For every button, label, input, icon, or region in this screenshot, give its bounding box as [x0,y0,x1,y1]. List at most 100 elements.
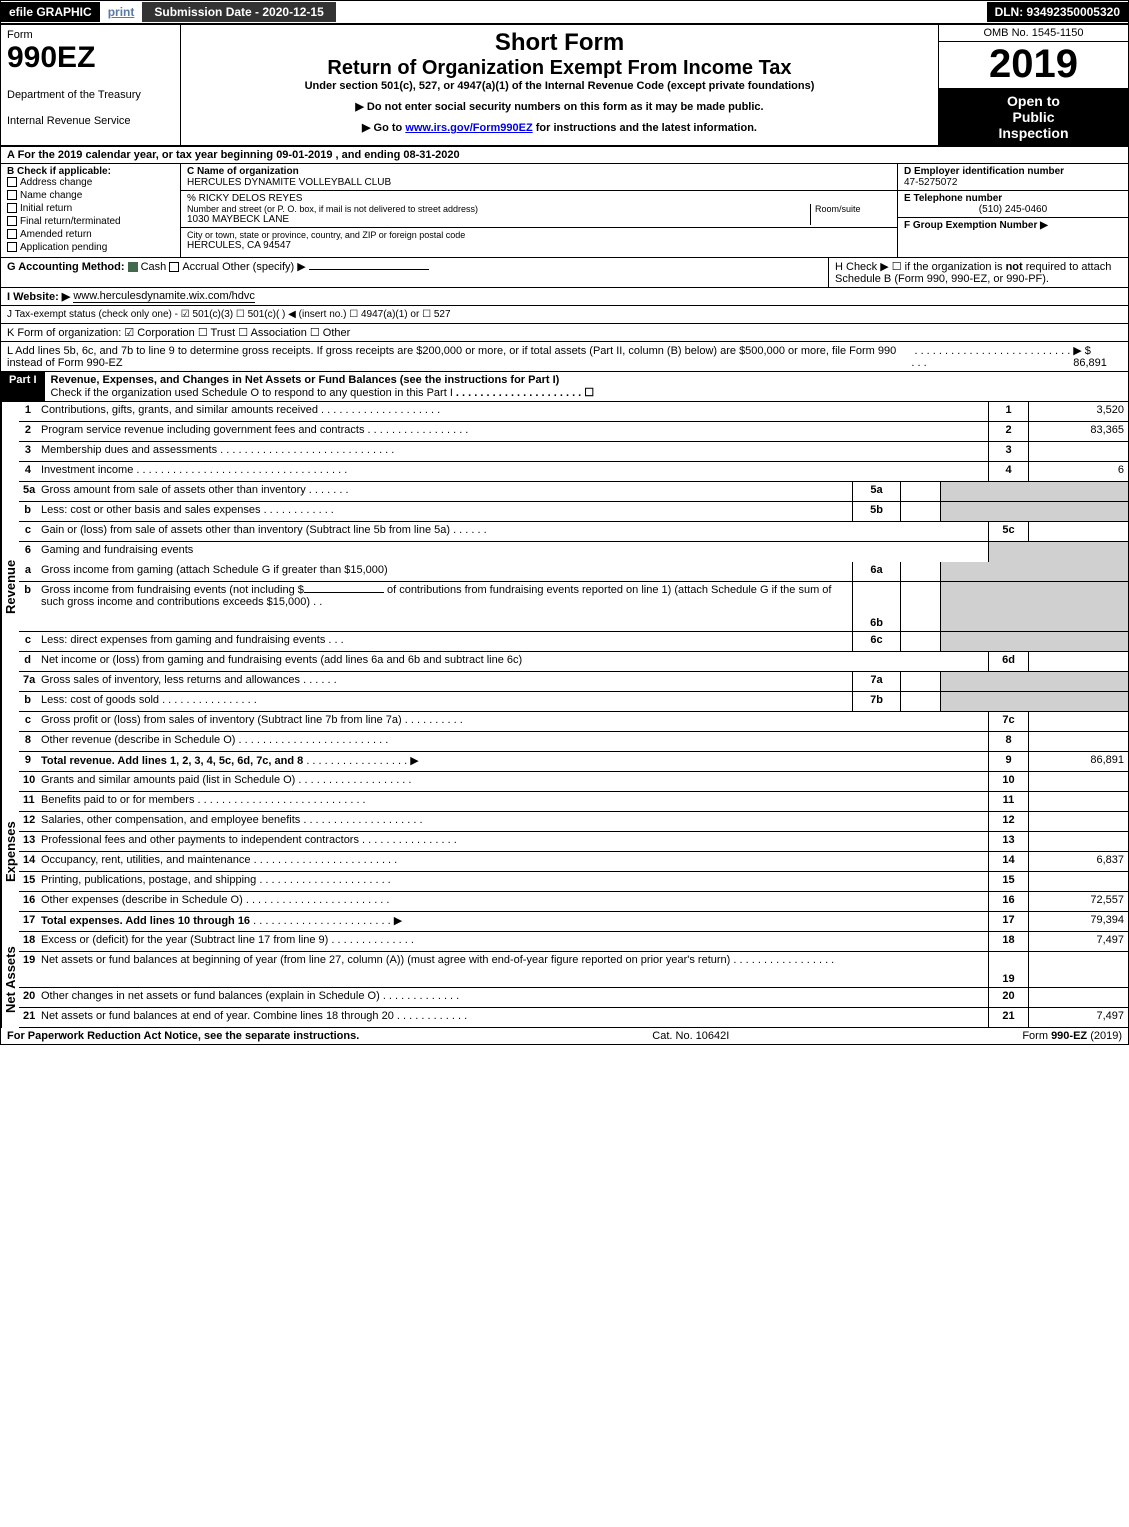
line-7c-desc: Gross profit or (loss) from sales of inv… [37,712,988,732]
line-6c-subnum: 6c [852,632,900,652]
line-10-desc: Grants and similar amounts paid (list in… [37,772,988,792]
header-right: OMB No. 1545-1150 2019 Open to Public In… [938,25,1128,145]
line-6c-subval [900,632,940,652]
line-20-num: 20 [988,988,1028,1008]
topbar: efile GRAPHIC print Submission Date - 20… [1,1,1128,25]
line-7c-rn: c [19,712,37,732]
line-5a-rn: 5a [19,482,37,502]
line-14-val: 6,837 [1028,852,1128,872]
line-17-num: 17 [988,912,1028,932]
chk-final-return[interactable]: Final return/terminated [7,216,174,227]
net-assets-table: 18 Excess or (deficit) for the year (Sub… [19,932,1128,1028]
chk-initial-return[interactable]: Initial return [7,203,174,214]
line-5c-val [1028,522,1128,542]
line-5c-num: 5c [988,522,1028,542]
line-18-desc: Excess or (deficit) for the year (Subtra… [37,932,988,952]
other-specify-input[interactable] [309,269,429,270]
line-6c-desc: Less: direct expenses from gaming and fu… [37,632,852,652]
line-7c-num: 7c [988,712,1028,732]
line-9-desc: Total revenue. Add lines 1, 2, 3, 4, 5c,… [37,752,988,772]
footer-form: Form 990-EZ (2019) [1022,1030,1122,1042]
print-link[interactable]: print [100,2,143,22]
street-row: % RICKY DELOS REYES Number and street (o… [181,191,897,228]
goto-link[interactable]: www.irs.gov/Form990EZ [405,122,532,134]
line-4-val: 6 [1028,462,1128,482]
line-5b-desc: Less: cost or other basis and sales expe… [37,502,852,522]
chk-application-pending[interactable]: Application pending [7,242,174,253]
open-line-3: Inspection [943,125,1124,141]
subtitle-under-section: Under section 501(c), 527, or 4947(a)(1)… [185,80,934,92]
chk-cash[interactable] [128,262,138,272]
footer-left: For Paperwork Reduction Act Notice, see … [7,1030,359,1042]
org-name-label: C Name of organization [187,166,891,177]
chk-name-change[interactable]: Name change [7,190,174,201]
open-line-2: Public [943,109,1124,125]
line-4-rn: 4 [19,462,37,482]
chk-accrual[interactable] [169,262,179,272]
line-1-val: 3,520 [1028,402,1128,422]
expenses-block: Expenses 10 Grants and similar amounts p… [1,772,1128,932]
line-6c-shade2 [1028,632,1128,652]
line-8-val [1028,732,1128,752]
line-8-num: 8 [988,732,1028,752]
tax-year: 2019 [939,42,1128,89]
line-15-rn: 15 [19,872,37,892]
part-1-desc: Revenue, Expenses, and Changes in Net As… [45,372,1128,401]
line-17-rn: 17 [19,912,37,932]
open-to-public: Open to Public Inspection [939,89,1128,145]
line-1-desc: Contributions, gifts, grants, and simila… [37,402,988,422]
goto-pre: ▶ Go to [362,122,405,134]
line-15-val [1028,872,1128,892]
submission-date-label: Submission Date - 2020-12-15 [142,2,335,22]
line-7b-desc: Less: cost of goods sold . . . . . . . .… [37,692,852,712]
line-6d-num: 6d [988,652,1028,672]
line-20-desc: Other changes in net assets or fund bala… [37,988,988,1008]
line-10-num: 10 [988,772,1028,792]
line-21-rn: 21 [19,1008,37,1028]
line-2-num: 2 [988,422,1028,442]
street-value: 1030 MAYBECK LANE [187,214,806,225]
org-name-row: C Name of organization HERCULES DYNAMITE… [181,164,897,191]
line-19-rn: 19 [19,952,37,988]
tel-row: E Telephone number (510) 245-0460 [898,191,1128,218]
line-13-rn: 13 [19,832,37,852]
form-word: Form [7,29,174,41]
revenue-block: Revenue 1 Contributions, gifts, grants, … [1,402,1128,772]
line-7a-shade [940,672,1028,692]
line-2-val: 83,365 [1028,422,1128,442]
header-center: Short Form Return of Organization Exempt… [181,25,938,145]
expenses-table: 10 Grants and similar amounts paid (list… [19,772,1128,932]
part1-check-box[interactable]: ☐ [584,387,594,399]
line-6b-amount-input[interactable] [304,592,384,593]
chk-amended-return[interactable]: Amended return [7,229,174,240]
line-9-rn: 9 [19,752,37,772]
line-12-val [1028,812,1128,832]
line-6b-rn: b [19,582,37,632]
line-7b-shade2 [1028,692,1128,712]
line-6-rn: 6 [19,542,37,562]
line-6a-shade2 [1028,562,1128,582]
section-b: B Check if applicable: Address change Na… [1,164,181,257]
city-row: City or town, state or province, country… [181,228,897,253]
line-1-num: 1 [988,402,1028,422]
line-3-val [1028,442,1128,462]
line-5b-rn: b [19,502,37,522]
line-13-num: 13 [988,832,1028,852]
chk-address-change[interactable]: Address change [7,177,174,188]
room-suite-label: Room/suite [811,204,891,225]
line-21-num: 21 [988,1008,1028,1028]
section-d-e-f: D Employer identification number 47-5275… [898,164,1128,257]
line-14-num: 14 [988,852,1028,872]
line-18-val: 7,497 [1028,932,1128,952]
line-3-num: 3 [988,442,1028,462]
line-12-rn: 12 [19,812,37,832]
line-6d-rn: d [19,652,37,672]
revenue-vert-label: Revenue [1,402,19,772]
net-assets-vert-label: Net Assets [1,932,19,1028]
page-footer: For Paperwork Reduction Act Notice, see … [1,1028,1128,1044]
section-j: J Tax-exempt status (check only one) - ☑… [1,306,1128,324]
website-url[interactable]: www.herculesdynamite.wix.com/hdvc [73,290,255,303]
line-20-rn: 20 [19,988,37,1008]
org-name: HERCULES DYNAMITE VOLLEYBALL CLUB [187,177,891,188]
revenue-table: 1 Contributions, gifts, grants, and simi… [19,402,1128,772]
